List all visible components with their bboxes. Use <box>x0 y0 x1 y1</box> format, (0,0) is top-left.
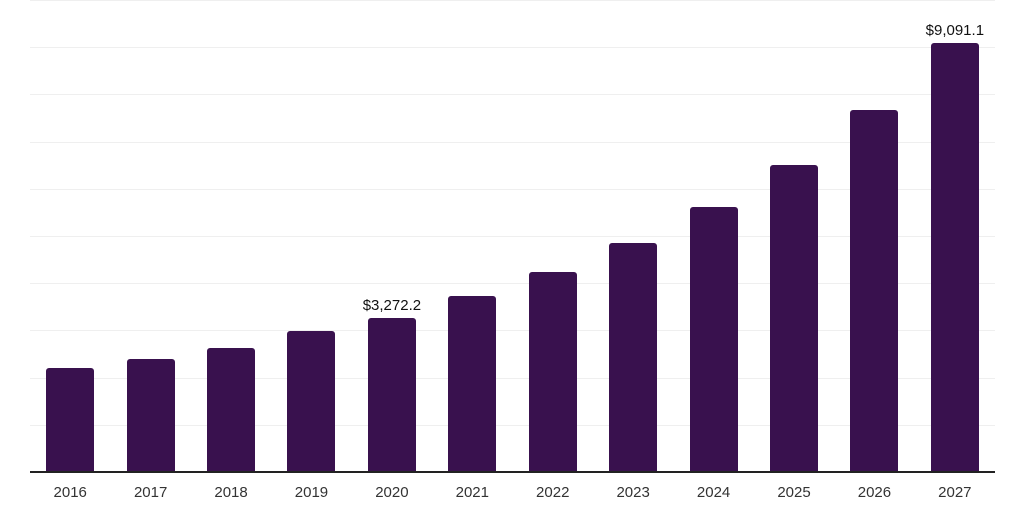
x-tick-label-2024: 2024 <box>696 484 731 501</box>
bar-2016 <box>46 367 95 472</box>
gridline <box>30 188 995 190</box>
x-tick-label-2020: 2020 <box>375 484 409 501</box>
bar-2017 <box>126 358 175 472</box>
bar-slot-2020: $3,272.2 <box>352 0 432 472</box>
bar-slot-2017 <box>110 0 190 472</box>
x-tick-label-2023: 2023 <box>616 484 650 501</box>
plot-area: $3,272.2 $9,091.1 <box>30 0 995 472</box>
bar-slot-2021 <box>432 0 512 472</box>
bar-2021 <box>448 296 497 472</box>
x-tick-label-2021: 2021 <box>455 484 489 501</box>
gridline <box>30 330 995 332</box>
bar-2020 <box>367 317 416 472</box>
gridline <box>30 47 995 49</box>
gridline <box>30 283 995 285</box>
bar-slot-2019 <box>271 0 351 472</box>
bar-slot-2026 <box>834 0 914 472</box>
bar-slot-2016 <box>30 0 110 472</box>
x-tick-label-2025: 2025 <box>777 484 811 501</box>
x-tick-label-2026: 2026 <box>857 484 892 501</box>
x-tick-label-2018: 2018 <box>214 484 248 501</box>
gridline <box>30 94 995 96</box>
bar-2019 <box>287 331 336 472</box>
x-tick-label-2019: 2019 <box>294 484 329 501</box>
x-tick-label-2016: 2016 <box>53 484 87 501</box>
x-axis-line <box>30 471 995 473</box>
gridline <box>30 424 995 426</box>
x-axis: 2016 2017 2018 2019 2020 2021 2022 2023 2024 2025… <box>30 485 995 500</box>
bar-2026 <box>850 110 899 472</box>
bar-2024 <box>689 206 738 472</box>
gridline <box>30 141 995 143</box>
gridline <box>30 236 995 237</box>
bar-2027 <box>930 42 979 472</box>
bar-2025 <box>770 164 818 472</box>
x-tick-label-2027: 2027 <box>938 484 972 501</box>
bar-value-label-2027: $9,091.1 <box>925 21 985 39</box>
bar-slot-2024 <box>673 0 753 472</box>
bar-slot-2018 <box>191 0 271 472</box>
bar-2023 <box>609 242 658 472</box>
bar-slot-2025 <box>754 0 834 472</box>
x-tick-label-2022: 2022 <box>536 484 570 501</box>
bar-2022 <box>528 271 577 472</box>
bar-slot-2023 <box>593 0 673 472</box>
bar-slot-2027: $9,091.1 <box>915 0 995 472</box>
bar-value-label-2020: $3,272.2 <box>362 296 422 314</box>
bar-2018 <box>207 347 256 472</box>
bars-layer: $3,272.2 $9,091.1 <box>30 0 995 472</box>
bar-slot-2022 <box>513 0 593 472</box>
x-tick-label-2017: 2017 <box>133 484 168 501</box>
gridline <box>30 0 995 1</box>
gridline <box>30 377 995 379</box>
